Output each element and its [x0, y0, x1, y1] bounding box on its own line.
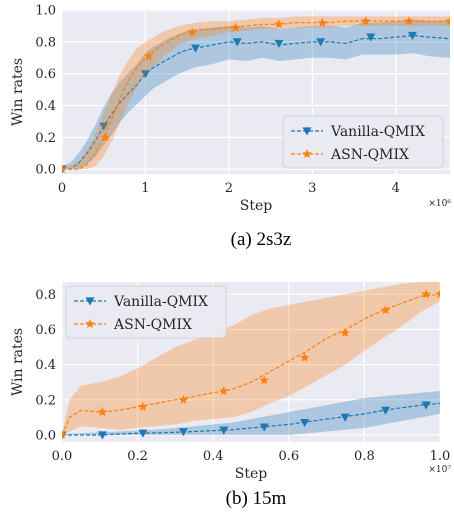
legend-label: ASN-QMIX — [113, 317, 192, 333]
x-tick-label: 4 — [392, 181, 400, 196]
asn-marker — [97, 407, 108, 417]
asn-series-line — [62, 293, 440, 436]
asn-marker — [421, 289, 431, 299]
x-axis-multiplier: ×10⁶ — [428, 199, 451, 209]
vanilla-marker — [138, 429, 148, 438]
x-tick-label: 0.6 — [278, 449, 299, 464]
y-tick-label: 0.6 — [35, 323, 56, 338]
vanilla-marker — [316, 38, 326, 47]
legend-triangle-marker — [85, 297, 95, 306]
x-tick-label: 2 — [225, 181, 233, 196]
asn-marker — [62, 429, 67, 440]
x-tick-label: 1.0 — [430, 449, 451, 464]
x-tick-label: 0.0 — [52, 449, 73, 464]
y-tick-label: 0.0 — [35, 428, 56, 443]
y-tick-label: 0.2 — [35, 393, 56, 408]
legend-box — [65, 285, 227, 339]
asn-marker — [274, 19, 284, 29]
legend-star-marker — [85, 319, 95, 329]
y-tick-label: 0.0 — [35, 163, 56, 178]
asn-marker — [138, 401, 148, 411]
asn-marker — [219, 386, 229, 396]
asn-marker — [445, 16, 450, 26]
series-layer — [62, 16, 450, 174]
y-tick-label: 1.0 — [35, 4, 56, 19]
x-tick-label: 0.4 — [203, 449, 224, 464]
asn-marker — [230, 22, 241, 32]
vanilla-marker — [259, 423, 269, 432]
vanilla-confidence-band — [62, 391, 440, 435]
vanilla-marker — [99, 122, 109, 131]
asn-marker — [360, 16, 371, 26]
vanilla-marker — [191, 44, 201, 53]
vanilla-marker — [274, 39, 284, 48]
vanilla-marker — [421, 401, 431, 410]
vanilla-marker — [381, 406, 391, 415]
asn-marker — [62, 164, 67, 174]
legend-label: Vanilla-QMIX — [113, 294, 208, 310]
y-tick-label: 0.2 — [35, 131, 56, 146]
chart-1: 0.0 0.2 0.4 0.6 0.8 1.0 0.0 0.2 0.4 0.6 0.8 Step Win… — [10, 282, 451, 509]
chart-0: 0 1 2 3 4 0.0 0.2 0.4 0.6 0.8 1.0 Step Win rates ×10⁶… — [10, 4, 451, 251]
y-tick-label: 0.8 — [35, 35, 56, 50]
y-axis-label: Win rates — [10, 328, 26, 396]
subfigure-caption: (b) 15m — [226, 488, 287, 509]
x-tick-label: 0.2 — [127, 449, 148, 464]
x-tick-label: 0 — [58, 181, 66, 196]
asn-marker — [144, 51, 154, 61]
vanilla-marker — [366, 33, 376, 42]
vanilla-confidence-band — [62, 19, 450, 170]
asn-marker — [178, 394, 189, 404]
asn-confidence-band — [62, 16, 450, 170]
asn-marker — [340, 327, 350, 338]
vanilla-marker — [300, 419, 310, 428]
asn-marker — [317, 17, 328, 27]
y-tick-label: 0.4 — [35, 99, 56, 114]
legend-label: ASN-QMIX — [330, 147, 409, 163]
vanilla-marker — [407, 31, 417, 40]
asn-marker — [380, 305, 391, 315]
vanilla-marker — [97, 431, 107, 440]
vanilla-marker — [178, 428, 188, 437]
legend-label: Vanilla-QMIX — [330, 124, 425, 140]
asn-marker — [435, 289, 440, 299]
asn-marker — [187, 27, 197, 37]
vanilla-series-line — [62, 402, 440, 436]
legend-box — [282, 115, 444, 169]
x-tick-label: 3 — [308, 181, 316, 196]
asn-marker — [100, 132, 111, 142]
y-axis-label: Win rates — [10, 58, 26, 126]
x-axis-label: Step — [240, 198, 273, 214]
vanilla-marker — [232, 38, 242, 47]
legend: Vanilla-QMIX ASN-QMIX — [65, 285, 227, 339]
legend-triangle-marker — [302, 127, 312, 136]
asn-marker — [404, 16, 414, 26]
vanilla-marker — [140, 70, 150, 79]
asn-marker — [259, 375, 269, 385]
x-tick-label: 0.8 — [354, 449, 375, 464]
x-axis-label: Step — [235, 466, 268, 482]
x-axis-multiplier: ×10⁷ — [428, 465, 451, 475]
y-tick-label: 0.6 — [35, 67, 56, 82]
vanilla-marker — [340, 413, 350, 422]
x-tick-label: 1 — [141, 181, 149, 196]
legend: Vanilla-QMIX ASN-QMIX — [282, 115, 444, 169]
series-layer — [62, 282, 440, 440]
vanilla-series-line — [62, 34, 450, 170]
vanilla-marker — [219, 426, 229, 435]
asn-marker — [299, 352, 310, 362]
asn-confidence-band — [62, 282, 440, 435]
y-tick-label: 0.8 — [35, 288, 56, 303]
legend-star-marker — [302, 149, 312, 159]
subfigure-caption: (a) 2s3z — [231, 229, 292, 250]
y-tick-label: 0.4 — [35, 358, 56, 373]
